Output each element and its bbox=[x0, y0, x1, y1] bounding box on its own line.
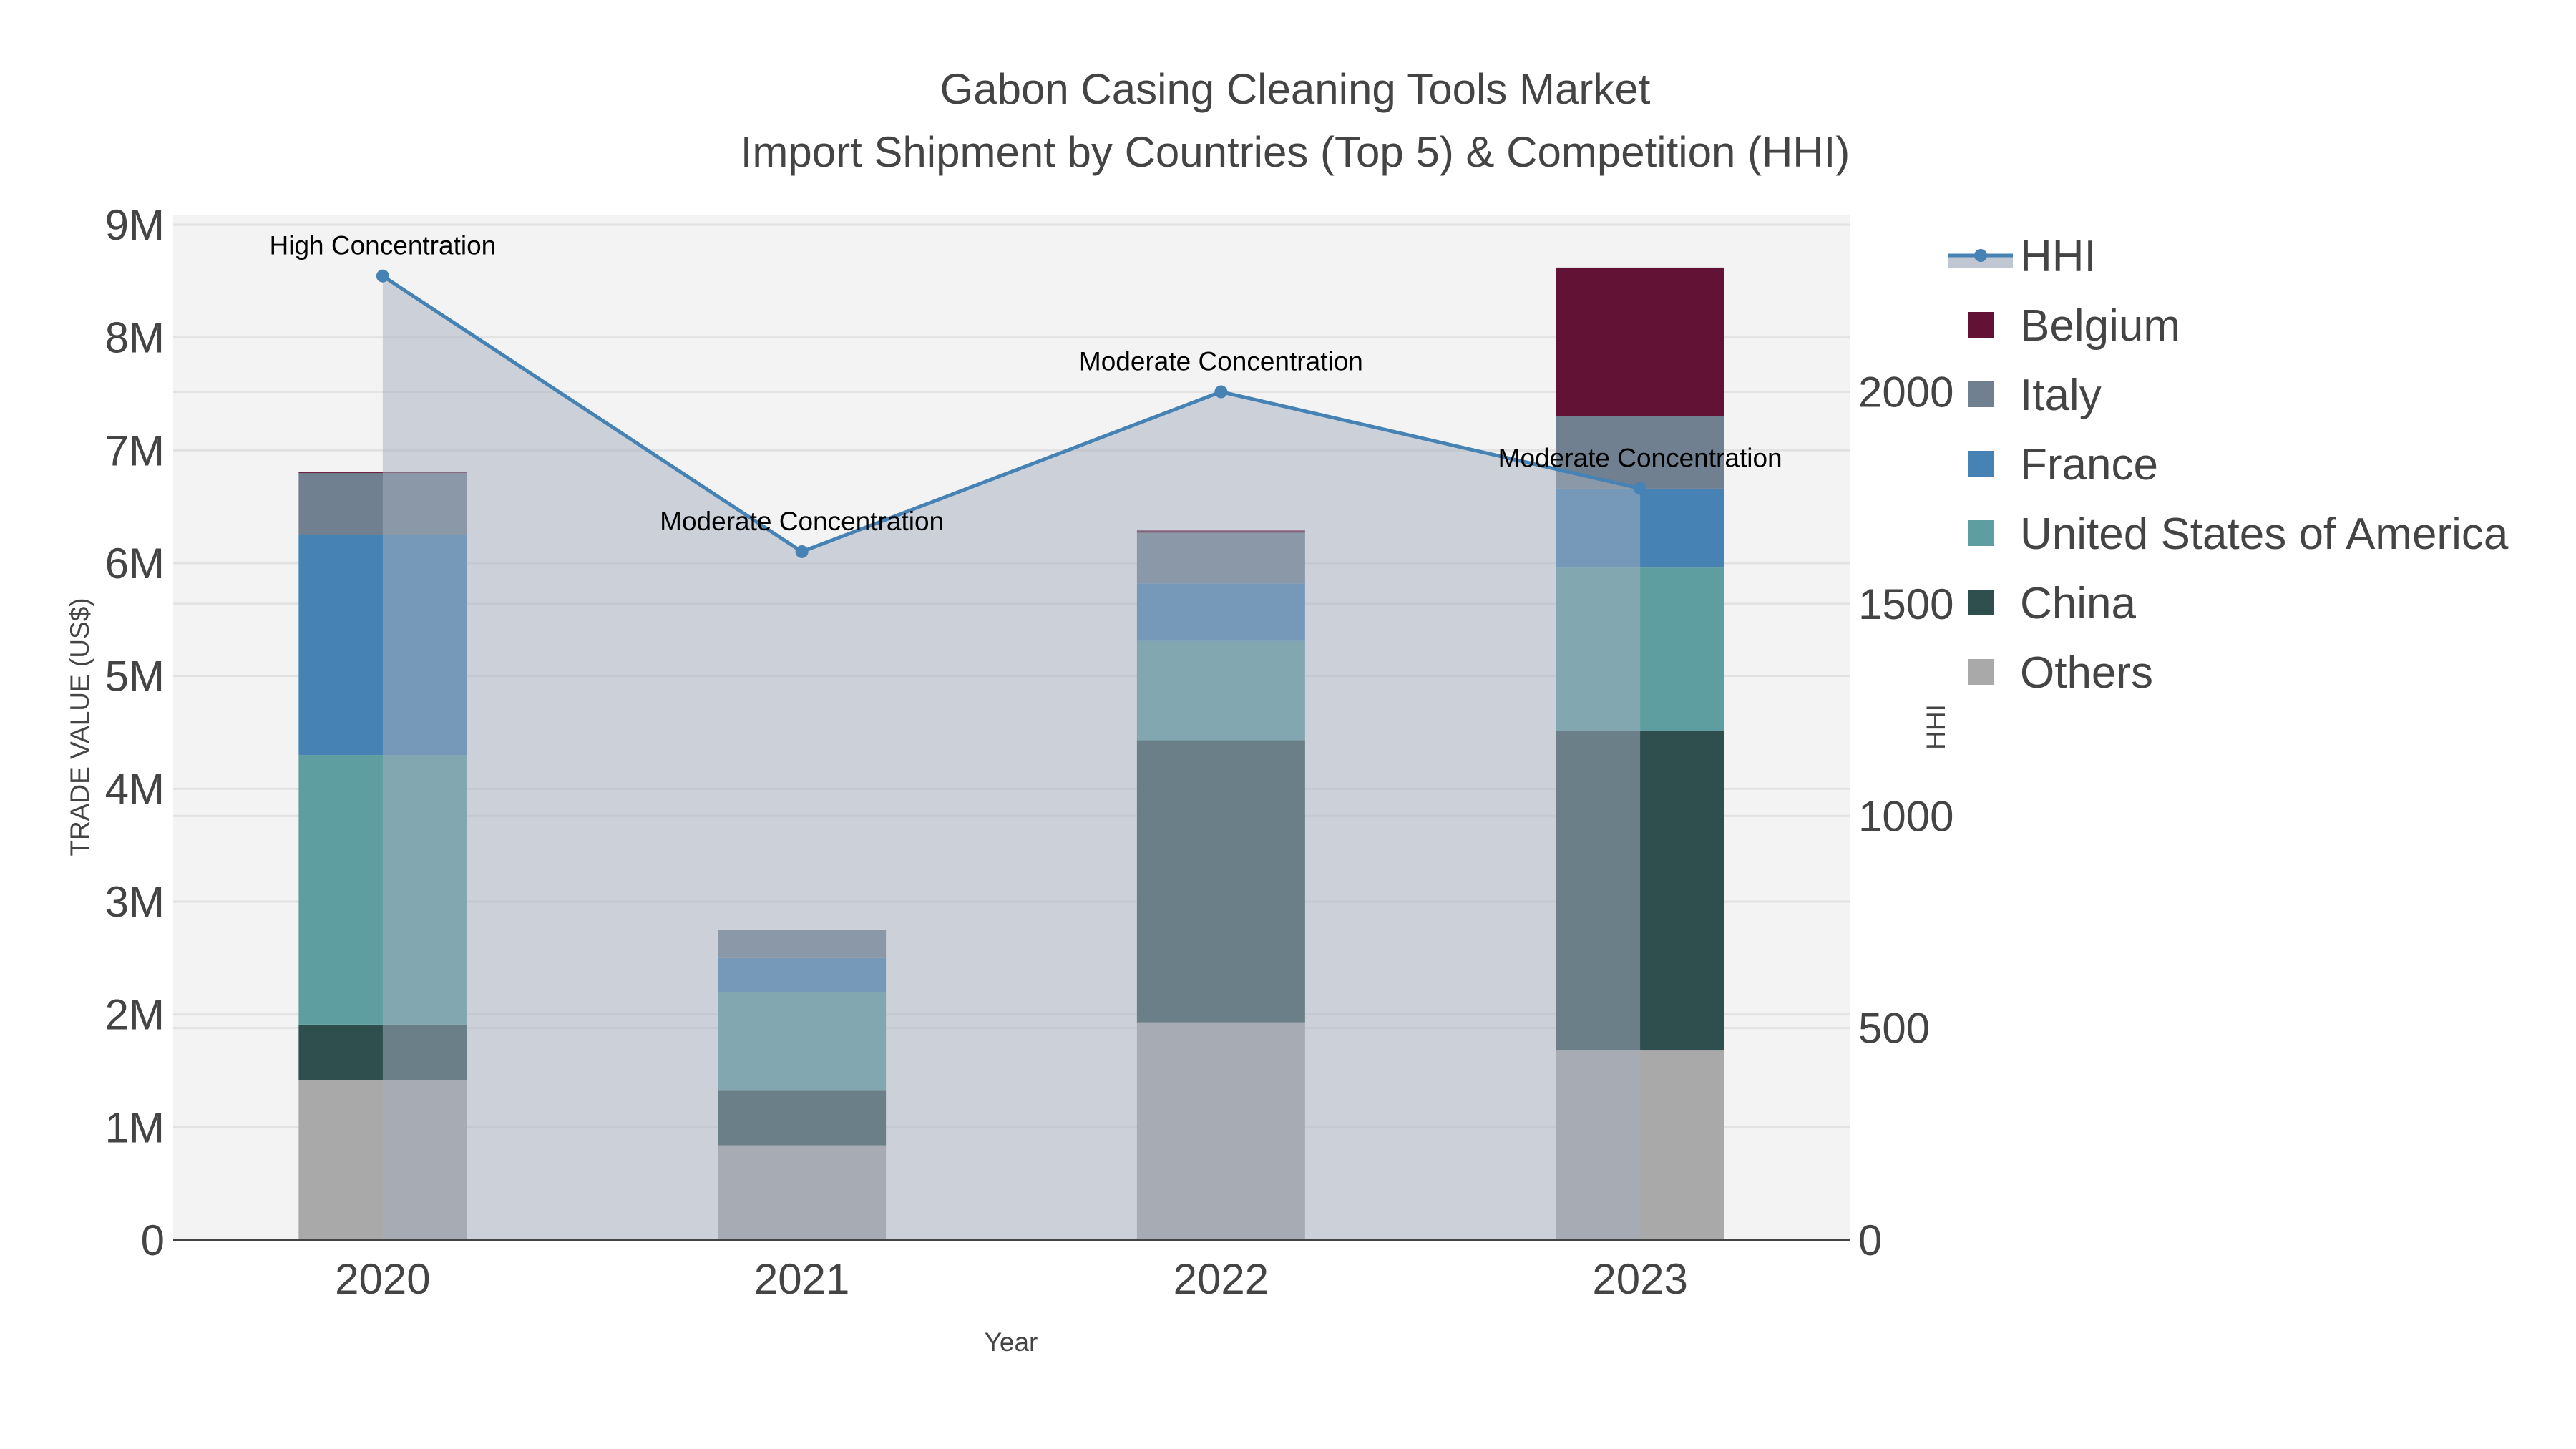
legend-swatch bbox=[1968, 381, 1994, 407]
y-tick-label: 3M bbox=[105, 878, 165, 926]
hhi-point bbox=[795, 545, 809, 558]
legend-swatch bbox=[1968, 451, 1994, 477]
legend-label: Others bbox=[2020, 648, 2153, 698]
hhi-line bbox=[381, 274, 1641, 554]
y2-tick-label: 500 bbox=[1858, 1005, 1930, 1053]
y-tick-label: 8M bbox=[105, 314, 165, 362]
legend-label: United States of America bbox=[2020, 509, 2509, 559]
legend-label: France bbox=[2020, 440, 2158, 489]
hhi-annotation: High Concentration bbox=[270, 231, 497, 260]
hhi-annotation: Moderate Concentration bbox=[1079, 347, 1363, 376]
x-tick-label: 2022 bbox=[1174, 1255, 1269, 1303]
hhi-point bbox=[1214, 385, 1228, 399]
y-tick-label: 9M bbox=[105, 201, 165, 249]
y2-tick-label: 2000 bbox=[1858, 369, 1953, 416]
y2-tick-label: 1000 bbox=[1858, 792, 1953, 840]
y-tick-label: 4M bbox=[105, 765, 165, 813]
x-axis-title: Year bbox=[985, 1327, 1038, 1357]
y-tick-label: 0 bbox=[141, 1216, 165, 1264]
y2-axis-title: HHI bbox=[1921, 704, 1951, 750]
legend-hhi-marker bbox=[1974, 249, 1987, 262]
hhi-area-fill bbox=[382, 275, 1641, 1240]
y-tick-label: 2M bbox=[105, 991, 165, 1039]
legend-swatch bbox=[1968, 520, 1994, 546]
chart-subtitle: Import Shipment by Countries (Top 5) & C… bbox=[741, 128, 1850, 176]
hhi-annotation: Moderate Concentration bbox=[660, 507, 944, 536]
y-tick-label: 5M bbox=[105, 653, 165, 701]
hhi-point bbox=[1634, 482, 1647, 495]
y2-tick-label: 0 bbox=[1858, 1216, 1882, 1264]
y-tick-label: 7M bbox=[105, 426, 165, 474]
x-tick-label: 2023 bbox=[1592, 1255, 1687, 1303]
y-axis-title: TRADE VALUE (US$) bbox=[65, 597, 94, 856]
legend-label: Belgium bbox=[2020, 301, 2180, 351]
legend-label: Italy bbox=[2020, 371, 2102, 420]
x-tick-label: 2020 bbox=[335, 1255, 430, 1303]
legend: HHI Belgium Italy France United States of Am… bbox=[1948, 232, 2509, 698]
y-tick-label: 6M bbox=[105, 540, 165, 587]
x-tick-label: 2021 bbox=[754, 1255, 849, 1303]
hhi-annotation: Moderate Concentration bbox=[1498, 444, 1782, 473]
legend-swatch bbox=[1968, 659, 1994, 685]
legend-label: China bbox=[2020, 579, 2137, 628]
hhi-point bbox=[376, 269, 389, 283]
legend-swatch bbox=[1968, 312, 1994, 338]
legend-swatch bbox=[1968, 590, 1994, 615]
bar-belgium bbox=[1556, 267, 1724, 417]
chart-title: Gabon Casing Cleaning Tools Market bbox=[940, 65, 1651, 113]
y-tick-label: 1M bbox=[105, 1103, 165, 1151]
legend-label: HHI bbox=[2020, 232, 2097, 281]
y2-tick-label: 1500 bbox=[1858, 580, 1953, 628]
